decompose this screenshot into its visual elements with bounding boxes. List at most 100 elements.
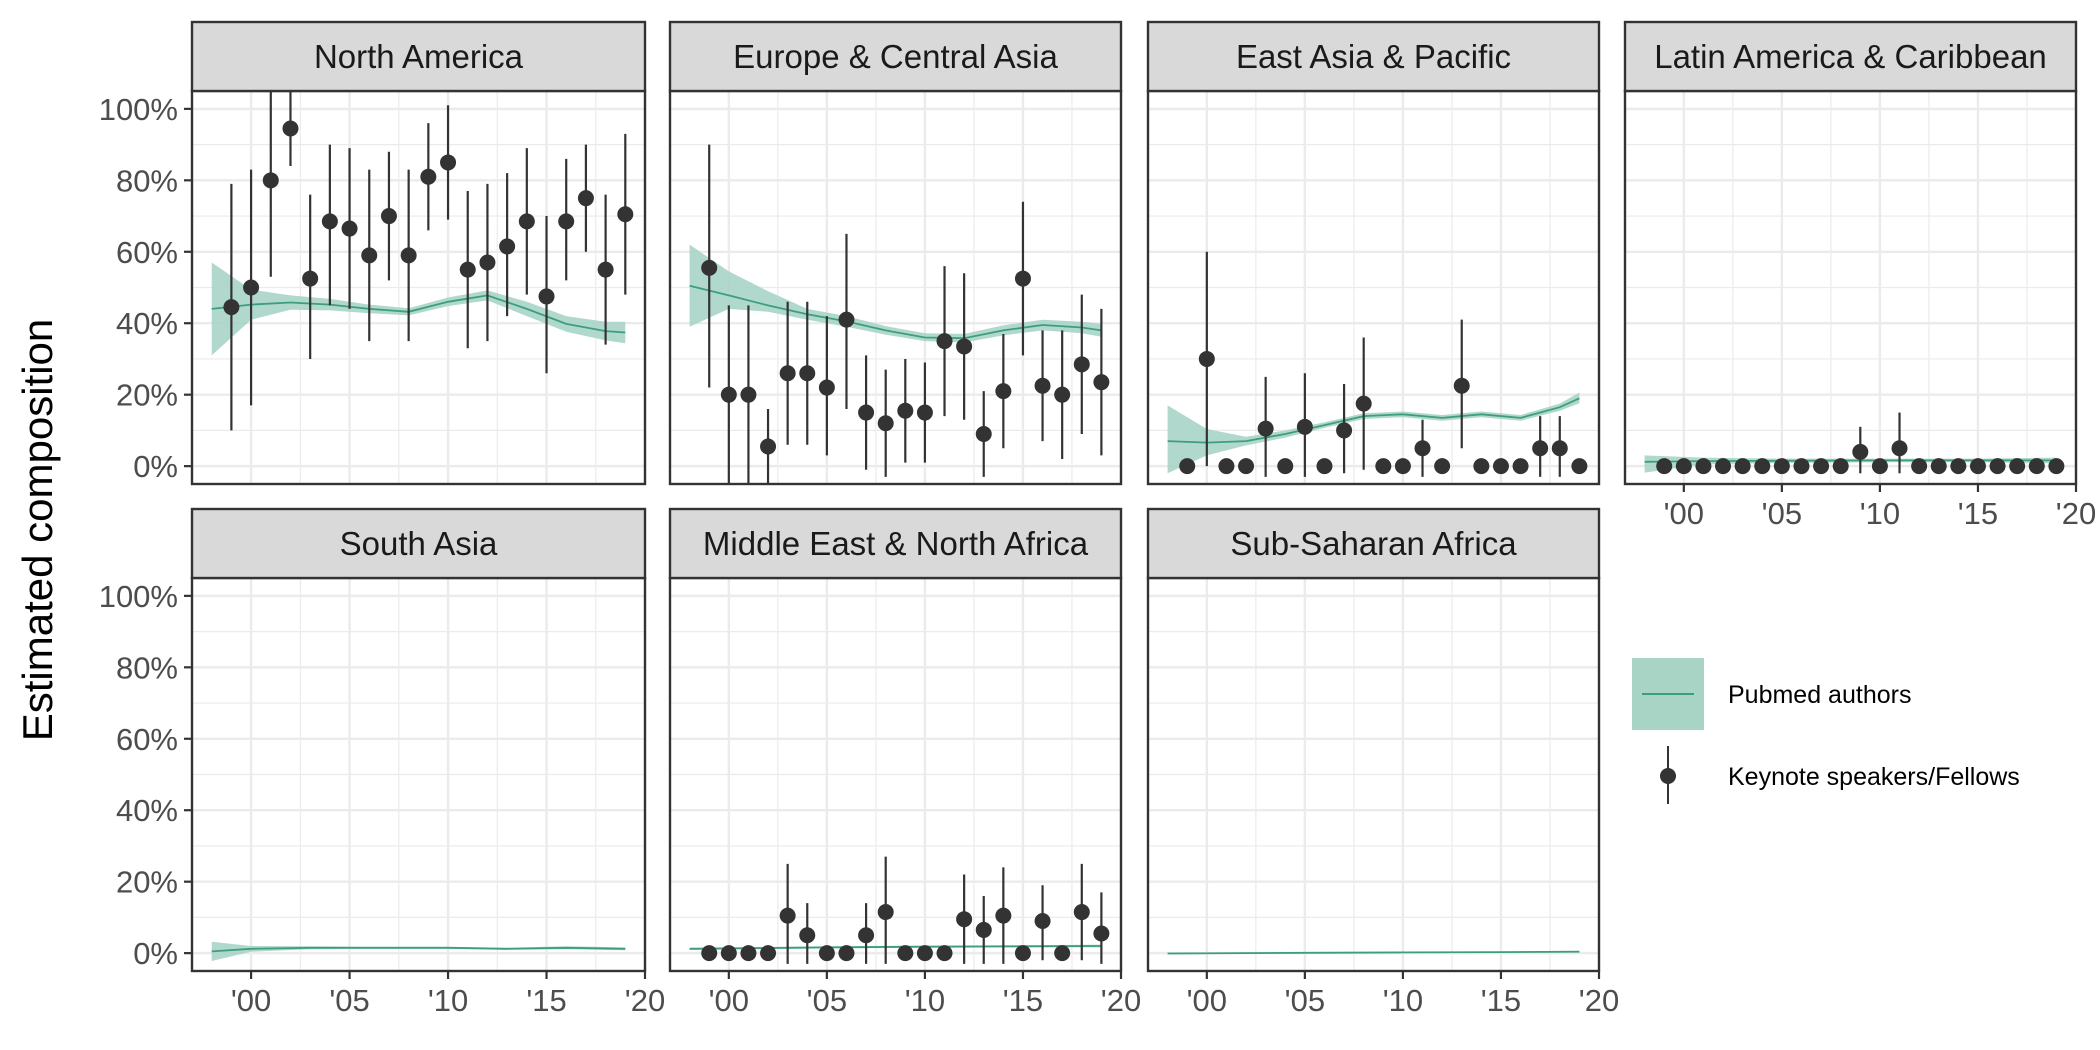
- data-point: [838, 945, 855, 962]
- facet-title: Sub-Saharan Africa: [1230, 525, 1517, 562]
- data-point: [1852, 443, 1869, 460]
- data-point: [779, 907, 796, 924]
- facet-title: East Asia & Pacific: [1236, 38, 1511, 75]
- data-point: [2028, 458, 2045, 475]
- data-point: [1453, 377, 1470, 394]
- data-point: [1257, 420, 1274, 437]
- data-point: [1014, 270, 1031, 287]
- x-tick-label: '00: [1187, 983, 1227, 1018]
- confidence-band: [689, 244, 1102, 343]
- data-point: [995, 907, 1012, 924]
- x-tick-label: '20: [1579, 983, 1619, 1018]
- x-tick-label: '00: [709, 983, 749, 1018]
- data-point: [1336, 422, 1353, 439]
- x-tick-label: '20: [625, 983, 665, 1018]
- data-point: [1969, 458, 1986, 475]
- data-point: [975, 425, 992, 442]
- data-point: [1198, 350, 1215, 367]
- data-point: [459, 261, 476, 278]
- data-point: [1054, 945, 1071, 962]
- data-point: [1512, 458, 1529, 475]
- data-point: [538, 288, 555, 305]
- x-tick-label: '15: [1481, 983, 1521, 1018]
- data-point: [858, 404, 875, 421]
- data-point: [321, 213, 338, 230]
- facet-strip: [190, 20, 647, 93]
- data-point: [799, 365, 816, 382]
- data-point: [799, 927, 816, 944]
- y-tick-label: 20%: [116, 378, 178, 413]
- data-point: [720, 945, 737, 962]
- data-point: [877, 415, 894, 432]
- data-point: [1813, 458, 1830, 475]
- data-point: [2009, 458, 2026, 475]
- data-point: [975, 921, 992, 938]
- data-point: [1073, 904, 1090, 921]
- data-point: [1238, 458, 1255, 475]
- legend-band-label: Pubmed authors: [1728, 681, 1911, 709]
- data-point: [1656, 458, 1673, 475]
- facet-strip: [1623, 20, 2078, 93]
- trend-line: [1167, 950, 1580, 955]
- facet-title: Middle East & North Africa: [703, 525, 1089, 562]
- y-tick-label: 60%: [116, 722, 178, 757]
- x-tick-label: '10: [1383, 983, 1423, 1018]
- data-point: [838, 311, 855, 328]
- data-point: [740, 945, 757, 962]
- data-point: [243, 279, 260, 296]
- data-point: [1551, 440, 1568, 457]
- facet-panels: North America 0% 20% 40% 60% 80% 100% Europe & …: [99, 20, 2096, 1018]
- data-point: [1695, 458, 1712, 475]
- data-point: [1355, 395, 1372, 412]
- data-point: [877, 904, 894, 921]
- trend-line: [211, 946, 626, 953]
- legend-point-label: Keynote speakers/Fellows: [1728, 763, 2020, 791]
- data-point: [1930, 458, 1947, 475]
- data-point: [720, 386, 737, 403]
- trend-line: [689, 284, 1102, 340]
- data-point: [1950, 458, 1967, 475]
- data-point: [1394, 458, 1411, 475]
- data-point: [223, 299, 240, 316]
- y-tick-label: 60%: [116, 235, 178, 270]
- data-point: [956, 338, 973, 355]
- facet-panel: Sub-Saharan Africa '00 '05 '10 '15 '20: [1146, 507, 1619, 1018]
- facet-panel: Latin America & Caribbean '00 '05 '10 '15 '20: [1623, 20, 2096, 531]
- data-point: [1034, 377, 1051, 394]
- x-tick-label: '10: [905, 983, 945, 1018]
- data-point: [1571, 458, 1588, 475]
- legend-point-key: [1660, 768, 1676, 784]
- data-point: [936, 333, 953, 350]
- data-point: [380, 208, 397, 225]
- data-point: [617, 206, 634, 223]
- trend-line: [1167, 397, 1580, 444]
- x-tick-label: '05: [1285, 983, 1325, 1018]
- y-tick-label: 20%: [116, 865, 178, 900]
- data-point: [1734, 458, 1751, 475]
- data-point: [1073, 356, 1090, 373]
- data-point: [936, 945, 953, 962]
- trend-line: [211, 294, 626, 334]
- data-point: [262, 172, 279, 189]
- data-point: [779, 365, 796, 382]
- data-point: [1754, 458, 1771, 475]
- data-point: [858, 927, 875, 944]
- data-point: [818, 379, 835, 396]
- data-point: [1434, 458, 1451, 475]
- data-point: [1492, 458, 1509, 475]
- data-point: [1179, 458, 1196, 475]
- data-point: [897, 402, 914, 419]
- x-tick-label: '20: [2056, 496, 2096, 531]
- facet-strip: [1146, 507, 1601, 580]
- x-tick-label: '15: [1003, 983, 1043, 1018]
- facet-panel: Europe & Central Asia: [668, 20, 1123, 486]
- data-point: [558, 213, 575, 230]
- data-point: [1277, 458, 1294, 475]
- data-point: [701, 259, 718, 276]
- y-tick-label: 80%: [116, 163, 178, 198]
- y-axis-label: Estimated composition: [14, 319, 61, 742]
- y-tick-label: 0%: [133, 936, 178, 971]
- data-point: [577, 190, 594, 207]
- x-tick-label: '05: [807, 983, 847, 1018]
